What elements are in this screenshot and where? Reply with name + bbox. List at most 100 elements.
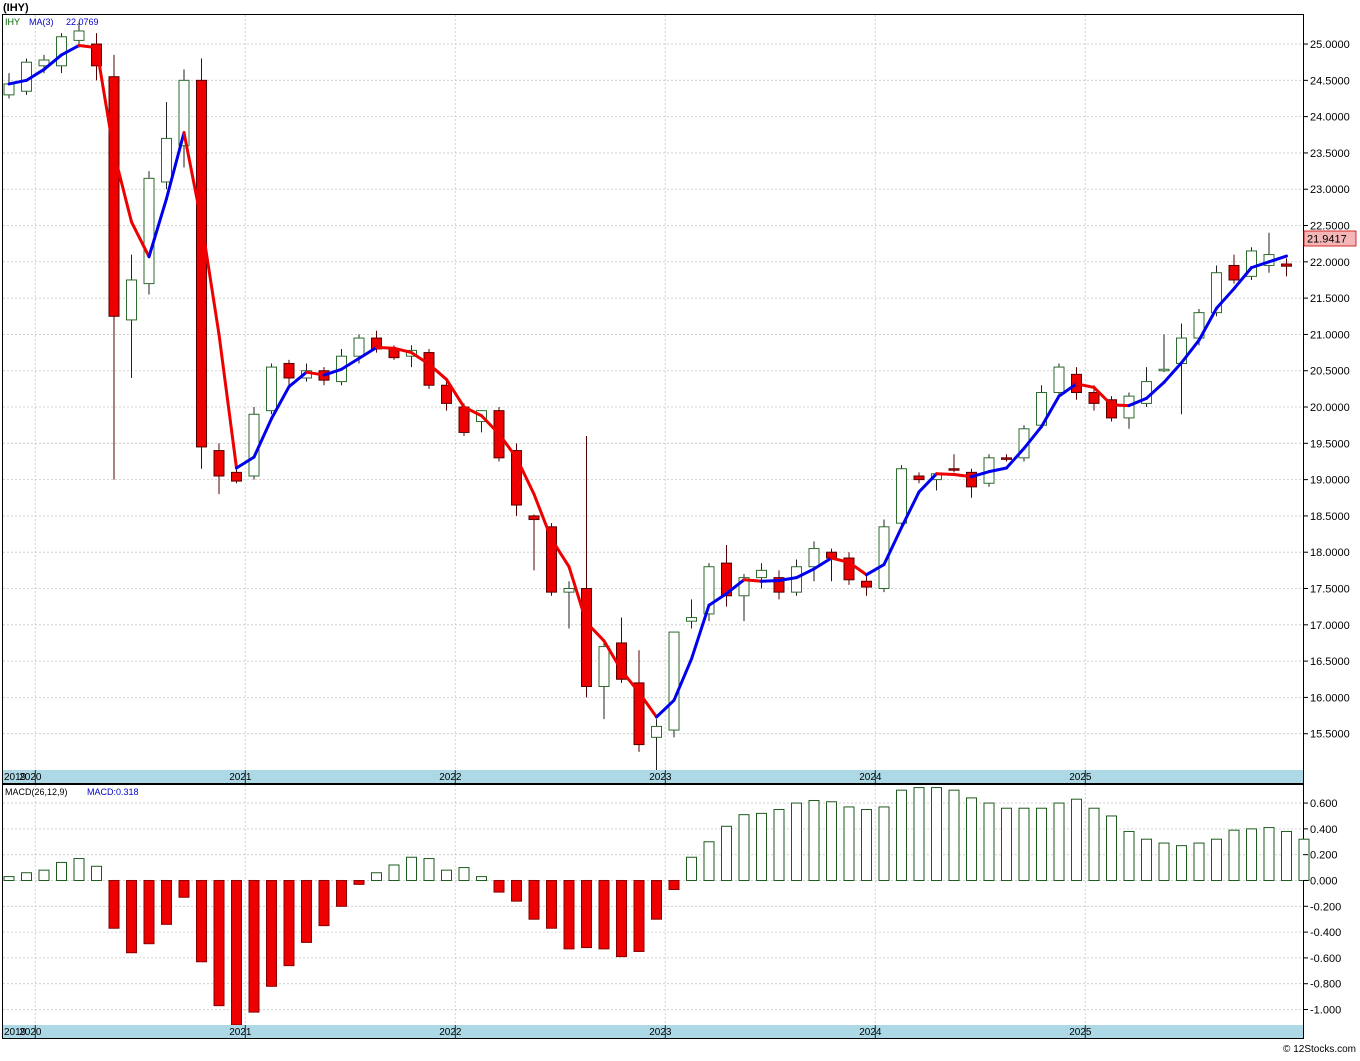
macd-bar xyxy=(983,802,995,881)
moving-average-segment xyxy=(742,578,763,583)
price-y-axis: 15.5000 16.0000 16.5000 17.0000 17.5000 18.00… xyxy=(1303,39,1350,741)
macd-bar xyxy=(1106,815,1117,881)
macd-bar xyxy=(353,879,365,885)
moving-average-segment xyxy=(1127,396,1148,408)
moving-average-segment xyxy=(1180,338,1201,365)
macd-bar xyxy=(493,879,505,893)
price-legend-ma-value: 22.0769 xyxy=(66,17,99,27)
macd-bar xyxy=(511,879,522,902)
price-y-tick-label: 16.5000 xyxy=(1310,656,1350,668)
price-y-tick-label: 19.0000 xyxy=(1310,475,1350,487)
macd-x-tick-label: 2020 xyxy=(19,1027,42,1038)
candle xyxy=(231,468,242,484)
moving-average-segment xyxy=(427,362,448,381)
price-y-tick-label: 16.0000 xyxy=(1310,692,1350,704)
candle xyxy=(966,468,977,498)
moving-average-segment xyxy=(252,417,273,459)
moving-average-segment xyxy=(812,556,833,571)
candle-body xyxy=(108,76,120,317)
macd-bar xyxy=(616,879,627,958)
moving-average-segment xyxy=(777,576,798,583)
macd-bar xyxy=(266,879,277,987)
price-x-tick-label: 2023 xyxy=(649,772,672,783)
candle xyxy=(1281,258,1292,277)
macd-bar xyxy=(1263,827,1275,881)
moving-average-segment xyxy=(1197,306,1218,342)
macd-bar xyxy=(406,856,417,881)
candle xyxy=(1106,396,1117,422)
moving-average-segment xyxy=(182,131,203,224)
macd-bar xyxy=(3,876,15,881)
moving-average-segment xyxy=(952,473,973,479)
moving-average-segment xyxy=(235,455,256,470)
macd-bar xyxy=(773,809,785,881)
candle-body xyxy=(896,468,907,524)
macd-bar xyxy=(1158,842,1170,881)
candle xyxy=(948,454,960,473)
moving-average-segment xyxy=(672,657,693,702)
candle xyxy=(721,544,732,607)
macd-bar xyxy=(248,879,260,1013)
moving-average-segment xyxy=(1232,266,1253,291)
macd-bar xyxy=(1018,807,1030,881)
macd-bar xyxy=(703,841,715,881)
candle-body xyxy=(353,337,365,357)
candle xyxy=(686,599,697,629)
macd-bar xyxy=(371,872,382,881)
candle xyxy=(1228,254,1240,284)
moving-average-segment xyxy=(567,565,588,625)
macd-bar xyxy=(843,806,855,881)
candle xyxy=(563,581,575,629)
moving-average-segment xyxy=(637,690,658,719)
macd-bar xyxy=(126,879,137,954)
macd-bar xyxy=(1088,807,1100,881)
moving-average-segment xyxy=(200,220,221,336)
macd-x-tick-label: 2022 xyxy=(439,1027,462,1038)
moving-average-segment xyxy=(707,592,728,607)
macd-bar xyxy=(738,814,750,881)
moving-average-segment xyxy=(480,414,501,436)
macd-bar xyxy=(336,879,347,907)
price-y-tick-label: 17.5000 xyxy=(1310,584,1350,596)
price-y-tick-label: 20.0000 xyxy=(1310,402,1350,414)
price-y-tick-label: 18.0000 xyxy=(1310,547,1350,559)
moving-average-segment xyxy=(305,370,326,377)
candle-body xyxy=(598,646,610,688)
moving-average-segment xyxy=(1075,382,1096,389)
macd-x-tick-label: 2023 xyxy=(649,1027,672,1038)
candle-body xyxy=(948,468,960,471)
macd-bar xyxy=(1123,830,1135,881)
moving-average-segment xyxy=(1215,287,1236,310)
candle-body xyxy=(721,562,732,597)
moving-average-segment xyxy=(1092,385,1113,407)
moving-average-segment xyxy=(760,579,781,583)
candle xyxy=(896,465,907,527)
price-y-tick-label: 25.0000 xyxy=(1310,39,1350,51)
macd-bar xyxy=(563,879,575,950)
macd-bar xyxy=(686,856,697,881)
moving-average-segment xyxy=(882,526,903,567)
moving-average-segment xyxy=(25,67,46,82)
macd-bar xyxy=(73,858,85,881)
macd-bar xyxy=(56,861,67,881)
moving-average-segment xyxy=(340,356,361,371)
moving-average-segment xyxy=(165,131,186,201)
moving-average-segment xyxy=(1145,380,1166,400)
candle xyxy=(143,171,155,295)
candle xyxy=(668,631,680,738)
candle-body xyxy=(1211,272,1222,314)
candle xyxy=(633,650,645,752)
macd-bar xyxy=(1001,807,1012,881)
candle xyxy=(913,472,925,484)
macd-bar xyxy=(913,787,925,881)
candle xyxy=(738,573,750,622)
candle-body xyxy=(756,569,767,579)
price-panel-frame xyxy=(2,14,1304,784)
macd-bar xyxy=(38,869,50,881)
moving-average-segment xyxy=(1267,254,1288,264)
macd-bar xyxy=(861,809,872,881)
moving-average-segment xyxy=(935,472,956,477)
macd-bar xyxy=(21,872,32,881)
macd-bar xyxy=(423,858,435,881)
